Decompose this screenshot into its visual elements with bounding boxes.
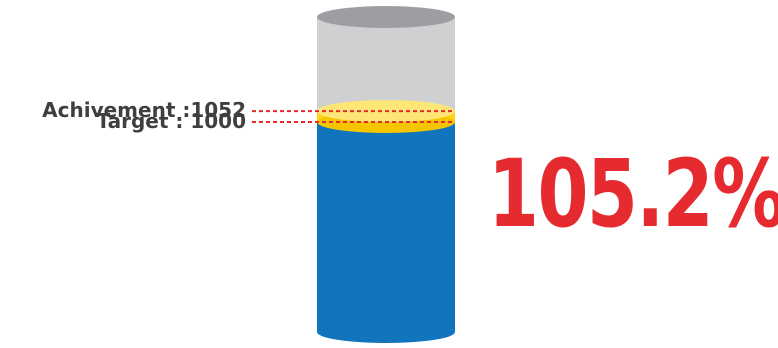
cylinder-empty-section (317, 17, 455, 112)
cylinder-top-cap (317, 6, 455, 28)
cylinder-target-section (317, 122, 455, 332)
target-label: Target : 1000 (96, 109, 246, 133)
achievement-label: Achivement :1052 (42, 98, 246, 123)
percent-value: 105.2% (488, 140, 778, 249)
cylinder-bottom-cap (317, 321, 455, 343)
